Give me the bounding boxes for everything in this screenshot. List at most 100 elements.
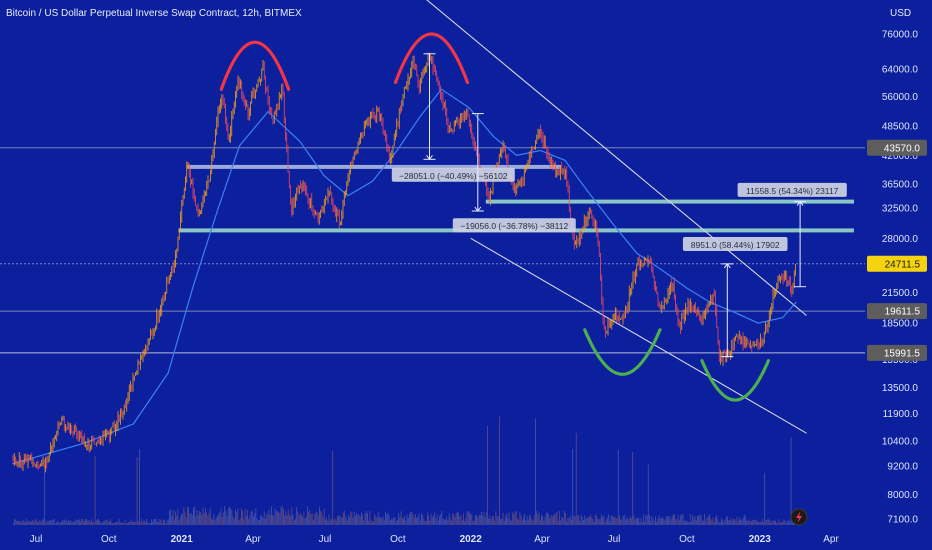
volume-bar	[320, 510, 322, 525]
volume-bar	[753, 520, 755, 525]
lightning-icon[interactable]	[790, 508, 808, 526]
volume-bar	[230, 508, 232, 525]
measure-label: −28051.0 (−40.49%) −56102	[399, 171, 508, 181]
volume-bar	[644, 521, 646, 525]
volume-bar	[460, 515, 462, 525]
volume-bar	[116, 522, 118, 525]
volume-bar	[57, 520, 59, 525]
volume-bar	[422, 514, 424, 525]
volume-bar	[418, 513, 420, 525]
volume-bar	[487, 425, 488, 525]
volume-bar	[551, 516, 553, 525]
volume-bar	[65, 520, 67, 525]
volume-bar	[177, 509, 179, 525]
volume-bar	[539, 519, 541, 525]
y-axis: 76000.0 64000.0 56000.0 48500.0 42000.0 36500…	[867, 30, 927, 526]
volume-bar	[115, 522, 116, 525]
volume-bar	[292, 514, 294, 525]
volume-bar	[436, 514, 438, 525]
volume-bar	[459, 516, 461, 525]
volume-bar	[349, 517, 350, 525]
volume-bar	[631, 518, 632, 525]
volume-bar	[508, 512, 510, 525]
volume-bar	[464, 521, 466, 525]
measure-label-box	[452, 218, 576, 233]
volume-bar	[387, 512, 389, 525]
volume-bar	[112, 522, 114, 525]
x-tick-label: Jul	[608, 534, 621, 545]
price-tag-label: 19611.5	[885, 307, 921, 318]
volume-bar	[380, 517, 382, 525]
measure-label-box	[737, 182, 847, 197]
volume-bar	[382, 516, 384, 525]
volume-bar	[637, 518, 638, 525]
volume-bar	[50, 520, 52, 525]
volume-bar	[187, 506, 188, 525]
x-tick-label: Oct	[679, 534, 695, 545]
volume-bar	[555, 513, 557, 525]
x-tick-label: Apr	[245, 534, 261, 545]
volume-bar	[489, 515, 491, 525]
volume-bar	[515, 511, 517, 525]
volume-bar	[83, 521, 85, 525]
volume-bar	[172, 510, 174, 525]
x-tick-label: 2022	[460, 534, 483, 545]
top-arc	[219, 40, 291, 91]
volume-bar	[488, 518, 490, 525]
volume-bar	[148, 523, 150, 525]
volume-bar	[777, 522, 779, 525]
volume-bar	[705, 521, 707, 525]
volume-bar	[466, 511, 468, 525]
volume-bar	[703, 520, 704, 525]
volume-bar	[363, 520, 365, 525]
volume-bar	[151, 519, 152, 525]
volume-bar	[284, 515, 286, 525]
volume-bar	[224, 505, 226, 525]
volume-bar	[307, 505, 308, 525]
volume-bar	[772, 521, 774, 525]
volume-bar	[605, 519, 607, 525]
volume-bar	[465, 517, 467, 525]
price-tag-label: 15991.5	[884, 348, 921, 359]
volume-bar	[736, 516, 738, 525]
volume-bar	[658, 515, 660, 525]
volume-bar	[293, 520, 295, 525]
volume-bar	[635, 517, 637, 525]
volume-bar	[775, 520, 776, 525]
volume-bar	[568, 517, 570, 525]
volume-bar	[577, 515, 578, 525]
volume-bar	[535, 418, 536, 525]
volume-bar	[260, 514, 262, 525]
y-tick-label: 36500.0	[882, 180, 919, 191]
volume-bar	[423, 518, 425, 525]
volume-bar	[63, 520, 65, 525]
volume-bar	[73, 521, 74, 525]
volume-bar	[521, 520, 523, 525]
volume-bar	[235, 509, 236, 525]
volume-bar	[620, 519, 622, 525]
volume-bar	[51, 519, 53, 525]
volume-bar	[310, 514, 312, 525]
volume-bar	[679, 520, 680, 525]
volume-bar	[111, 521, 113, 525]
volume-bar	[401, 517, 403, 525]
volume-bar	[745, 516, 746, 525]
volume-bar	[496, 516, 498, 525]
volume-bar	[164, 520, 166, 525]
volume-bar	[191, 515, 193, 525]
volume-bar	[485, 512, 487, 525]
volume-bar	[773, 519, 775, 525]
volume-bar	[541, 515, 542, 525]
volume-bar	[237, 508, 239, 525]
volume-bar	[601, 514, 602, 525]
price-tag-box	[867, 139, 927, 156]
volume-bar	[16, 521, 18, 525]
volume-bar	[415, 514, 416, 525]
volume-bar	[388, 515, 390, 525]
volume-bar	[385, 511, 386, 525]
volume-bar	[406, 514, 408, 525]
volume-bar	[565, 513, 566, 525]
volume-bar	[325, 519, 326, 525]
volume-bar	[500, 518, 502, 525]
